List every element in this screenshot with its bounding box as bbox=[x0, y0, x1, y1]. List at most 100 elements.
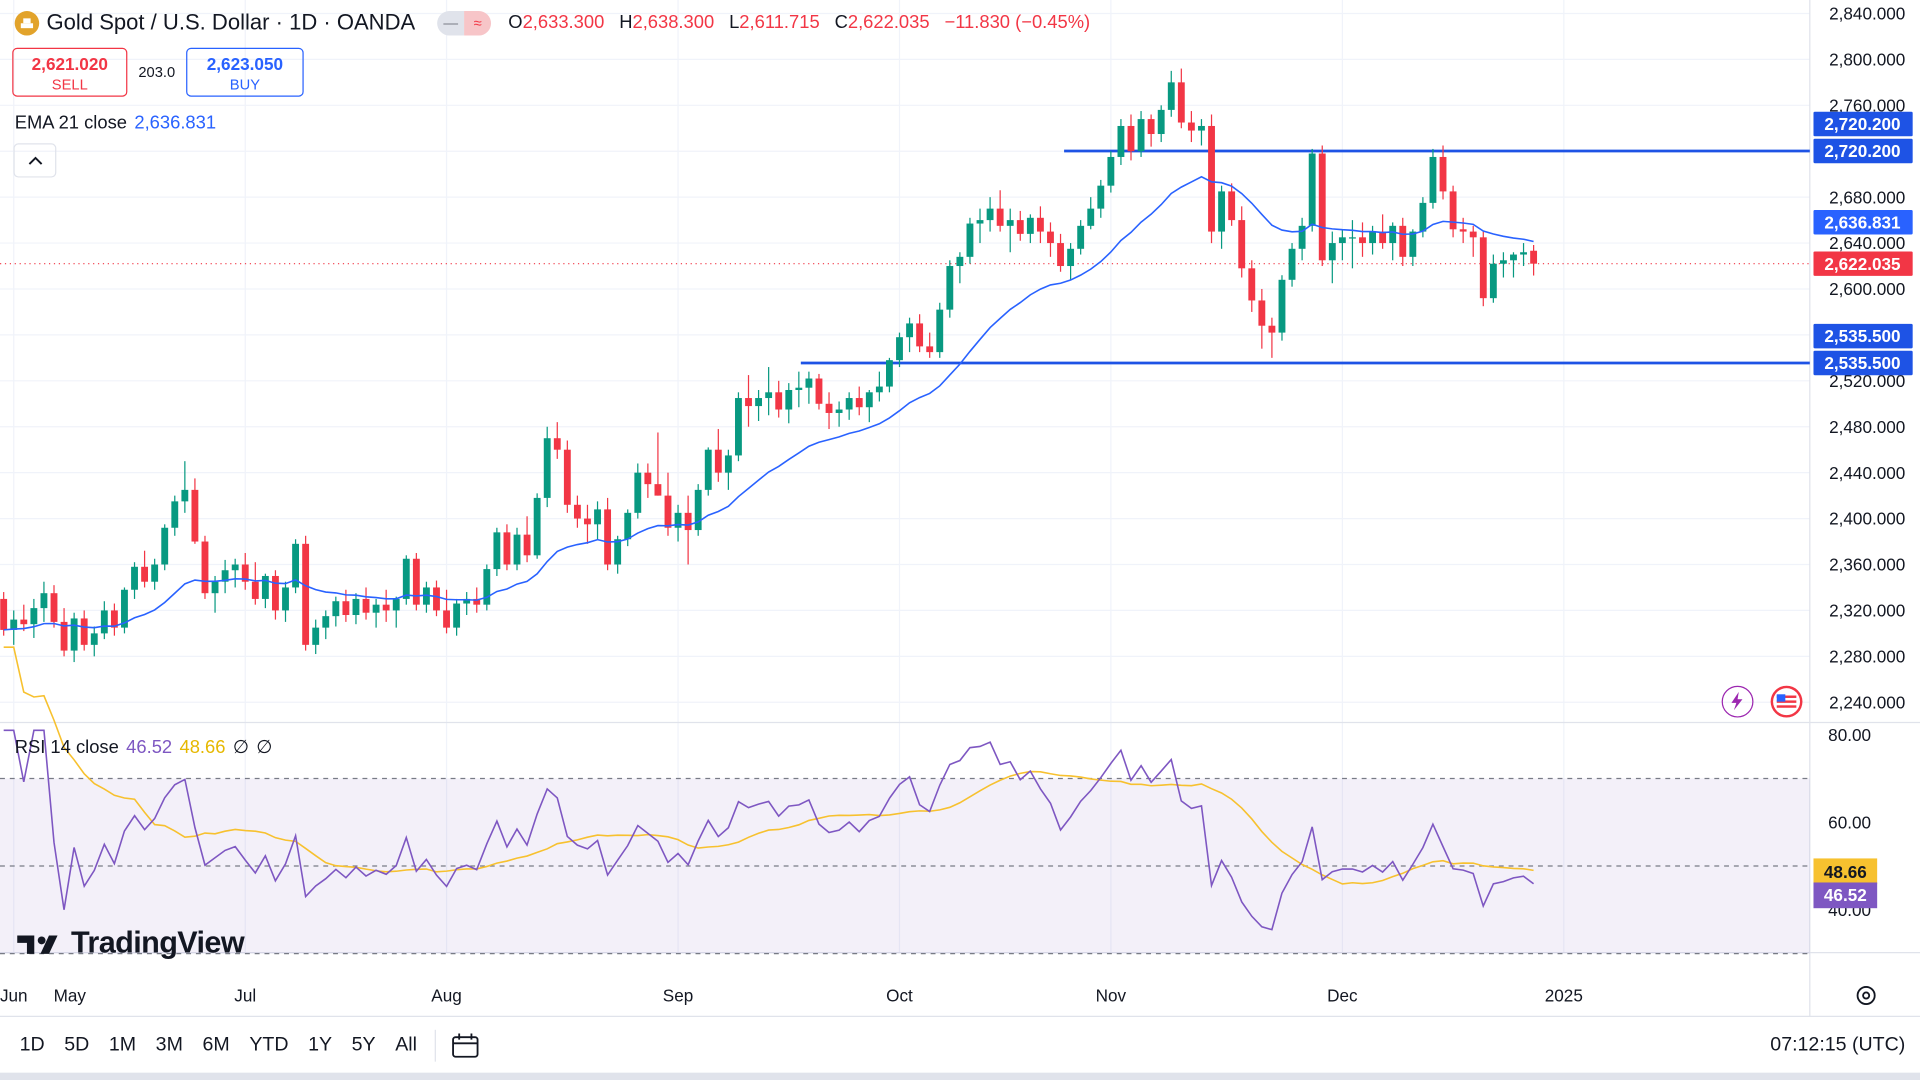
timeframe-1d[interactable]: 1D bbox=[19, 1034, 45, 1056]
gold-coin-icon[interactable] bbox=[14, 10, 40, 35]
price-tick-label: 2,280.000 bbox=[1829, 646, 1905, 666]
menu-icon: — bbox=[437, 10, 465, 35]
sell-button[interactable]: 2,621.020 SELL bbox=[12, 47, 128, 97]
rsi-ma-legend-value: 48.66 bbox=[179, 737, 226, 758]
timeframe-1y[interactable]: 1Y bbox=[308, 1034, 333, 1056]
rsi-axis-label: 46.52 bbox=[1824, 885, 1867, 905]
candle-body bbox=[1419, 202, 1427, 232]
symbol-title[interactable]: Gold Spot / U.S. Dollar · 1D · OANDA bbox=[46, 9, 416, 35]
candle-body bbox=[604, 509, 612, 565]
ohlc-values: O2,633.300 H2,638.300 L2,611.715 C2,622.… bbox=[508, 12, 1100, 33]
market-status-pill[interactable]: — ≈ bbox=[437, 10, 492, 35]
candle-body bbox=[1117, 125, 1125, 157]
ema-price-label-bg bbox=[1813, 209, 1913, 235]
candle-body bbox=[1238, 220, 1246, 269]
candle-body bbox=[825, 403, 833, 413]
candle-body bbox=[1479, 237, 1487, 299]
timeframe-3m[interactable]: 3M bbox=[155, 1034, 183, 1056]
candle-body bbox=[1288, 248, 1296, 280]
candle-body bbox=[614, 539, 622, 565]
candle-body bbox=[563, 449, 571, 505]
candle-body bbox=[372, 604, 380, 613]
candle-body bbox=[1107, 156, 1115, 186]
candle-body bbox=[1167, 82, 1175, 110]
candle-body bbox=[402, 558, 410, 599]
candle-body bbox=[674, 512, 682, 528]
timeframe-6m[interactable]: 6M bbox=[202, 1034, 230, 1056]
timeframe-ytd[interactable]: YTD bbox=[249, 1034, 289, 1056]
candle-body bbox=[865, 392, 873, 408]
trade-panel: 2,621.020 SELL 203.0 2,623.050 BUY bbox=[12, 47, 304, 97]
candle-body bbox=[1328, 243, 1336, 261]
ema-21-line bbox=[3, 175, 1534, 631]
timeframe-1m[interactable]: 1M bbox=[108, 1034, 137, 1056]
candle-body bbox=[342, 601, 350, 616]
utc-clock[interactable]: 07:12:15 (UTC) bbox=[1770, 1034, 1906, 1056]
tradingview-logo[interactable]: TradingView bbox=[17, 926, 245, 962]
candle-body bbox=[1137, 119, 1145, 152]
ema-legend[interactable]: EMA 21 close 2,636.831 bbox=[15, 113, 216, 134]
price-tick-label: 2,400.000 bbox=[1829, 509, 1905, 529]
time-tick-label: Aug bbox=[431, 986, 461, 1006]
ohlc-high-key: H bbox=[619, 12, 633, 34]
candle-body bbox=[1097, 185, 1105, 209]
candle-body bbox=[906, 323, 913, 338]
candle-body bbox=[1127, 125, 1135, 152]
calendar-range-icon[interactable] bbox=[443, 1032, 487, 1059]
rsi-legend-empty-1: ∅ bbox=[232, 737, 249, 758]
candle-body bbox=[624, 512, 632, 540]
lightning-icon[interactable] bbox=[1721, 685, 1754, 718]
candle-body bbox=[1057, 243, 1064, 267]
candle-body bbox=[40, 593, 48, 609]
candle-body bbox=[30, 608, 38, 625]
candle-body bbox=[976, 220, 984, 224]
candle-body bbox=[272, 575, 279, 611]
buy-button[interactable]: 2,623.050 BUY bbox=[186, 47, 304, 97]
price-tick-label: 2,760.000 bbox=[1829, 95, 1905, 115]
candle-body bbox=[453, 603, 461, 628]
candle-body bbox=[1268, 325, 1276, 333]
candle-body bbox=[60, 621, 68, 651]
candle-body bbox=[382, 604, 390, 611]
candle-body bbox=[181, 489, 189, 502]
timeframe-bar: 1D 5D 1M 3M 6M YTD 1Y 5Y All 07:12:15 (U… bbox=[0, 1024, 1920, 1068]
sell-price: 2,621.020 bbox=[31, 53, 108, 74]
rsi-ma-line bbox=[3, 646, 1534, 885]
ohlc-low-key: L bbox=[729, 12, 740, 34]
candle-body bbox=[1016, 220, 1024, 234]
rsi-ma-axis-label-bg bbox=[1813, 858, 1878, 885]
bottom-strip bbox=[0, 1072, 1920, 1080]
rsi-legend-name: RSI 14 close bbox=[14, 737, 119, 758]
candle-body bbox=[644, 472, 652, 485]
collapse-legend-button[interactable] bbox=[13, 143, 57, 178]
candle-body bbox=[936, 309, 944, 353]
candle-body bbox=[1318, 153, 1326, 261]
candle-body bbox=[1459, 229, 1467, 232]
candle-body bbox=[573, 504, 581, 519]
toolbar-divider bbox=[434, 1029, 436, 1062]
us-flag-icon[interactable] bbox=[1770, 685, 1803, 718]
candle-body bbox=[473, 598, 481, 605]
candle-body bbox=[443, 610, 450, 628]
price-tick-label: 2,240.000 bbox=[1829, 692, 1905, 712]
candle-body bbox=[1349, 237, 1356, 239]
candle-body bbox=[1409, 231, 1417, 257]
price-tick-label: 2,520.000 bbox=[1829, 371, 1905, 391]
candle-body bbox=[261, 575, 269, 599]
timeframe-5d[interactable]: 5D bbox=[64, 1034, 90, 1056]
candle-body bbox=[1389, 225, 1397, 244]
candle-body bbox=[1379, 231, 1387, 244]
candle-body bbox=[20, 619, 28, 625]
candle-body bbox=[1439, 156, 1447, 192]
settings-icon[interactable] bbox=[1856, 986, 1876, 1006]
rsi-ma-axis-label: 48.66 bbox=[1824, 862, 1867, 882]
timeframe-all[interactable]: All bbox=[395, 1034, 417, 1056]
candle-body bbox=[151, 564, 159, 582]
timeframe-5y[interactable]: 5Y bbox=[351, 1034, 376, 1056]
candle-body bbox=[201, 541, 209, 594]
rsi-legend[interactable]: RSI 14 close 46.52 48.66 ∅ ∅ bbox=[15, 736, 273, 758]
candle-body bbox=[523, 534, 531, 556]
candle-body bbox=[80, 618, 88, 645]
candle-body bbox=[90, 633, 98, 645]
